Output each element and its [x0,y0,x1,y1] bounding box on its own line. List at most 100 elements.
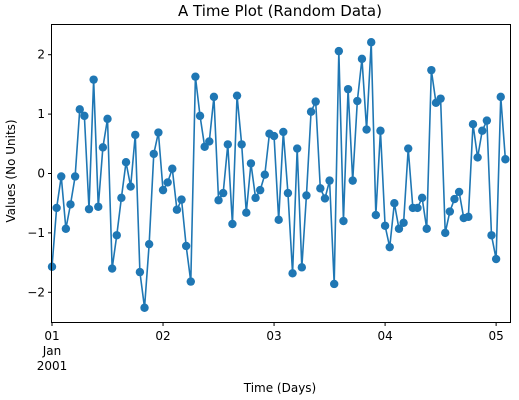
data-point [418,194,426,202]
y-tick-label: 1 [37,107,45,121]
data-point [251,194,259,202]
data-point [386,243,394,251]
data-point [242,209,250,217]
data-point [302,191,310,199]
data-point [80,112,88,120]
data-point [339,217,347,225]
data-series-line [52,42,505,308]
data-point [131,131,139,139]
x-tick-label: 03 [266,329,281,343]
data-point [219,189,227,197]
data-point [497,93,505,101]
data-point [372,211,380,219]
data-point [224,140,232,148]
data-point [270,132,278,140]
data-point [307,108,315,116]
data-point [473,153,481,161]
data-point [150,150,158,158]
data-point [492,255,500,263]
y-tick-label: −2 [27,285,45,299]
data-point [427,66,435,74]
data-point [57,172,65,180]
x-tick-label: 2001 [37,359,68,373]
data-point [469,120,477,128]
data-point [191,72,199,80]
data-point [154,128,162,136]
data-point [483,116,491,124]
data-point [228,220,236,228]
data-point [205,137,213,145]
data-point [436,94,444,102]
data-point [399,219,407,227]
data-point [423,225,431,233]
x-axis-label: Time (Days) [243,381,317,395]
data-point [126,182,134,190]
data-point [288,269,296,277]
data-point [298,263,306,271]
data-point [214,196,222,204]
data-point [325,176,333,184]
y-tick-label: 2 [37,48,45,62]
data-point [210,93,218,101]
data-point [122,158,130,166]
data-point [441,229,449,237]
data-point [261,170,269,178]
data-point [173,206,181,214]
data-point [187,277,195,285]
data-point [85,205,93,213]
y-axis-label: Values (No Units) [4,119,18,222]
data-point [404,144,412,152]
data-point [311,97,319,105]
data-point [168,165,176,173]
data-point [390,199,398,207]
data-point [362,125,370,133]
data-point [163,178,171,186]
data-point [196,112,204,120]
data-point [94,203,102,211]
data-point [284,189,292,197]
data-point [274,216,282,224]
data-point [159,186,167,194]
data-point [62,225,70,233]
data-point [376,127,384,135]
y-axis-ticks: −2 −1 0 1 2 [27,48,52,300]
data-point [455,188,463,196]
data-point [89,75,97,83]
data-point [487,231,495,239]
data-point [247,159,255,167]
x-tick-label: Jan [42,344,62,358]
data-point [136,268,144,276]
data-point [71,172,79,180]
data-point [316,184,324,192]
data-point [256,186,264,194]
x-tick-label: 05 [488,329,503,343]
data-point [233,91,241,99]
data-point [140,304,148,312]
data-point [177,195,185,203]
y-tick-label: 0 [37,167,45,181]
data-point [358,55,366,63]
data-point [117,194,125,202]
data-point [66,200,74,208]
data-point [293,144,301,152]
data-point [52,204,60,212]
data-point [279,128,287,136]
data-point [381,222,389,230]
data-point [478,127,486,135]
data-point [237,140,245,148]
data-point [145,240,153,248]
data-point [446,207,454,215]
data-point [464,213,472,221]
data-point [103,115,111,123]
chart-title: A Time Plot (Random Data) [178,2,382,20]
data-point [367,38,375,46]
data-point [450,195,458,203]
data-point [413,204,421,212]
data-point [182,242,190,250]
data-point [344,85,352,93]
data-point [330,280,338,288]
data-point [321,194,329,202]
x-tick-label: 04 [377,329,392,343]
data-point [353,97,361,105]
